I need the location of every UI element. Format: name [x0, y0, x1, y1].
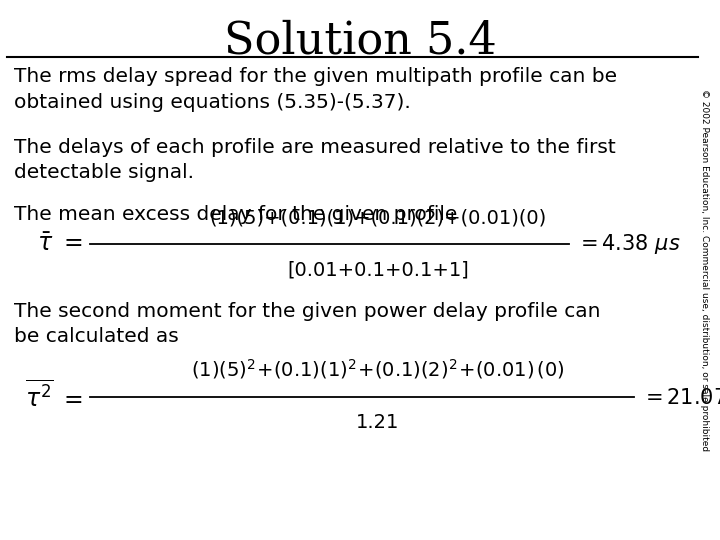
Text: $\overline{\tau^2}\ =$: $\overline{\tau^2}\ =$: [24, 381, 83, 413]
Text: The delays of each profile are measured relative to the first
detectable signal.: The delays of each profile are measured …: [14, 138, 616, 181]
Text: The rms delay spread for the given multipath profile can be
obtained using equat: The rms delay spread for the given multi…: [14, 68, 618, 111]
Text: $= 21.07\ \mu s^2$: $= 21.07\ \mu s^2$: [641, 382, 720, 411]
Text: $= 4.38\ \mu s$: $= 4.38\ \mu s$: [576, 232, 680, 256]
Text: Solution 5.4: Solution 5.4: [224, 19, 496, 62]
Text: $\bar{\tau}\ =$: $\bar{\tau}\ =$: [37, 232, 83, 256]
Text: (1)(5)+(0.1)(1)+(0.1)(2)+(0.01)(0): (1)(5)+(0.1)(1)+(0.1)(2)+(0.01)(0): [210, 209, 546, 228]
Text: $(1)(5)^2\!+\!(0.1)(1)^2\!+\!(0.1)(2)^2\!+\!(0.01)\,(0)$: $(1)(5)^2\!+\!(0.1)(1)^2\!+\!(0.1)(2)^2\…: [191, 357, 565, 381]
Text: 1.21: 1.21: [356, 413, 400, 432]
Text: The mean excess delay for the given profile: The mean excess delay for the given prof…: [14, 205, 458, 224]
Text: The second moment for the given power delay profile can
be calculated as: The second moment for the given power de…: [14, 302, 601, 346]
Text: © 2002 Pearson Education, Inc. Commercial use, distribution, or sale prohibited: © 2002 Pearson Education, Inc. Commercia…: [700, 89, 708, 451]
Text: [0.01+0.1+0.1+1]: [0.01+0.1+0.1+1]: [287, 260, 469, 279]
